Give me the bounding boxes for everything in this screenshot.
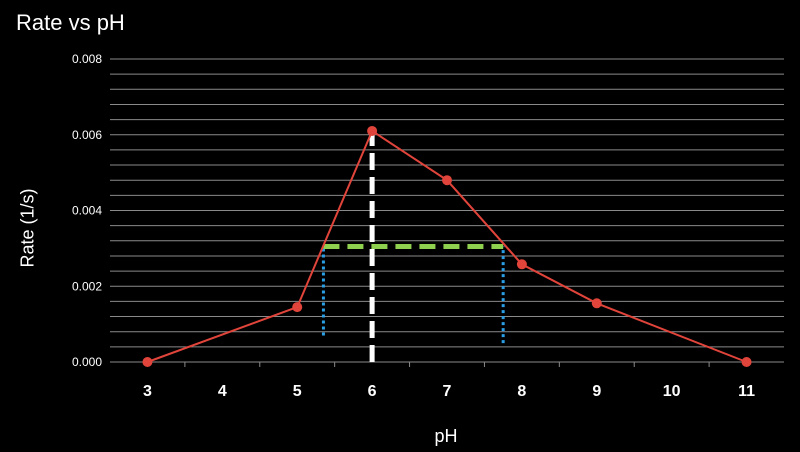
y-tick-label: 0.000 (72, 355, 102, 369)
data-point (591, 298, 602, 309)
x-tick-label: 6 (368, 383, 377, 400)
data-point (442, 175, 452, 186)
x-tick-label: 7 (443, 383, 452, 400)
data-point (292, 302, 303, 313)
x-axis-label: pH (434, 426, 458, 446)
y-tick-labels: 0.000 0.002 0.004 0.006 0.008 (72, 52, 102, 369)
x-tick-label: 11 (738, 383, 755, 400)
x-tick-label: 10 (663, 383, 681, 400)
y-axis-label: Rate (1/s) (17, 188, 38, 268)
x-tick-label: 8 (517, 383, 526, 400)
y-tick-label: 0.004 (72, 204, 102, 218)
x-tick-label: 5 (293, 383, 302, 400)
series (142, 125, 752, 367)
y-tick-label: 0.006 (72, 128, 102, 142)
x-tick-label: 3 (143, 383, 152, 400)
data-point (367, 125, 378, 136)
data-point (741, 357, 752, 367)
data-point (142, 357, 153, 367)
x-tick-label: 4 (218, 383, 227, 400)
chart-title: Rate vs pH (16, 10, 125, 35)
y-tick-label: 0.008 (72, 52, 102, 66)
data-point (516, 259, 527, 270)
x-tick-label: 9 (592, 383, 601, 400)
x-tick-labels: 3 4 5 6 7 8 9 10 11 (143, 362, 755, 400)
y-tick-label: 0.002 (72, 279, 102, 293)
grid-lines (110, 58, 784, 363)
annotations (321, 130, 505, 362)
